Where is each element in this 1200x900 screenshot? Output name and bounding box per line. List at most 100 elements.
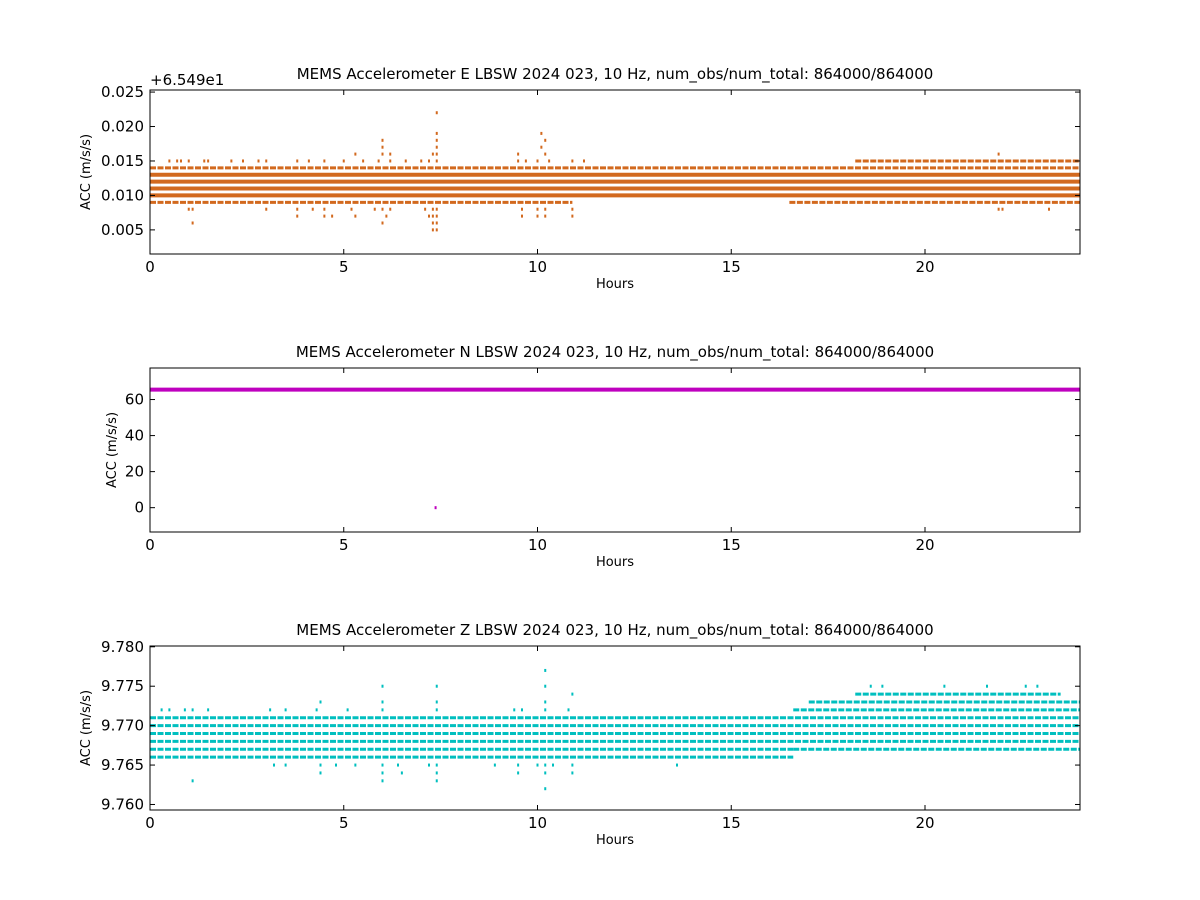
x-tick-label: 0 xyxy=(145,814,155,832)
y-tick-label: 0.020 xyxy=(101,118,144,136)
data-point xyxy=(997,152,1000,156)
data-point xyxy=(571,159,574,163)
y-tick-label: 20 xyxy=(125,463,144,481)
data-point xyxy=(187,159,190,163)
data-point xyxy=(431,152,434,156)
data-point xyxy=(571,692,574,696)
data-point xyxy=(389,152,392,156)
data-point xyxy=(435,700,438,704)
data-point xyxy=(168,159,171,163)
data-point xyxy=(168,708,171,712)
data-point xyxy=(381,771,384,775)
data-point xyxy=(536,159,539,163)
data-point xyxy=(536,763,539,767)
data-point xyxy=(544,668,547,672)
data-point xyxy=(296,159,299,163)
data-point xyxy=(354,214,357,218)
data-point xyxy=(381,700,384,704)
data-point xyxy=(544,138,547,142)
data-point xyxy=(521,708,523,712)
y-axis-label: ACC (m/s/s) xyxy=(79,690,94,766)
data-point xyxy=(435,214,438,218)
data-point xyxy=(381,763,384,767)
chart-panel-2: 0 5 10 15 20 9.760 9.765 9.770 9.775 9.780 MEMS Ac… xyxy=(79,621,1081,848)
data-point xyxy=(319,700,322,704)
data-point xyxy=(400,771,403,775)
data-point xyxy=(1036,684,1039,688)
data-point xyxy=(191,207,194,211)
y-tick-label: 0.010 xyxy=(101,186,144,204)
data-point xyxy=(331,214,334,218)
data-point xyxy=(881,684,884,688)
y-axis-label: ACC (m/s/s) xyxy=(79,134,94,210)
data-point xyxy=(544,214,547,218)
x-tick-label: 5 xyxy=(339,536,349,554)
plot-frame xyxy=(149,645,1081,811)
data-point xyxy=(521,207,523,211)
x-tick-label: 15 xyxy=(722,536,741,554)
data-point xyxy=(323,214,326,218)
data-point xyxy=(257,159,260,163)
chart-title: MEMS Accelerometer E LBSW 2024 023, 10 H… xyxy=(297,65,934,84)
data-point xyxy=(434,506,437,510)
data-point xyxy=(943,684,946,688)
data-point xyxy=(265,207,268,211)
data-point xyxy=(381,138,384,142)
chart-title: MEMS Accelerometer Z LBSW 2024 023, 10 H… xyxy=(296,621,933,640)
data-layer xyxy=(150,111,1080,232)
data-point xyxy=(544,787,547,791)
data-point xyxy=(435,207,438,211)
plot-frame xyxy=(149,367,1081,533)
data-point xyxy=(571,771,574,775)
data-point xyxy=(311,207,314,211)
data-point xyxy=(544,771,547,775)
data-point xyxy=(544,684,547,688)
data-point xyxy=(385,214,388,218)
data-point xyxy=(362,159,365,163)
data-point xyxy=(493,763,496,767)
data-point xyxy=(381,684,384,688)
x-tick-label: 20 xyxy=(915,536,934,554)
data-point xyxy=(428,159,430,163)
data-point xyxy=(242,159,244,163)
data-point xyxy=(435,138,438,142)
x-tick-label: 5 xyxy=(339,814,349,832)
data-point xyxy=(342,159,345,163)
data-point xyxy=(513,708,516,712)
data-point xyxy=(296,207,299,211)
data-point xyxy=(183,708,186,712)
data-point xyxy=(435,152,438,156)
data-point xyxy=(284,763,287,767)
data-point xyxy=(536,207,539,211)
data-point xyxy=(319,771,322,775)
data-point xyxy=(207,708,210,712)
data-point xyxy=(428,214,430,218)
data-point xyxy=(567,708,570,712)
x-tick-label: 10 xyxy=(528,814,547,832)
data-point xyxy=(435,159,438,163)
y-tick-label: 0.015 xyxy=(101,152,144,170)
data-point xyxy=(377,159,380,163)
data-point xyxy=(540,131,543,135)
data-point xyxy=(517,152,520,156)
data-point xyxy=(180,159,182,163)
data-point xyxy=(435,111,438,115)
data-point xyxy=(431,214,434,218)
data-point xyxy=(176,159,179,163)
data-point xyxy=(435,708,438,712)
y-tick-label: 0 xyxy=(134,499,144,517)
x-tick-label: 20 xyxy=(915,258,934,276)
data-point xyxy=(269,708,272,712)
data-point xyxy=(335,763,337,767)
data-point xyxy=(381,152,384,156)
data-point xyxy=(346,708,349,712)
x-tick-label: 0 xyxy=(145,258,155,276)
y-tick-label: 9.760 xyxy=(101,795,144,813)
data-point xyxy=(1001,207,1004,211)
data-point xyxy=(435,221,438,225)
x-axis-label: Hours xyxy=(596,833,634,848)
data-point xyxy=(373,207,376,211)
data-point xyxy=(381,708,384,712)
data-point xyxy=(517,159,520,163)
